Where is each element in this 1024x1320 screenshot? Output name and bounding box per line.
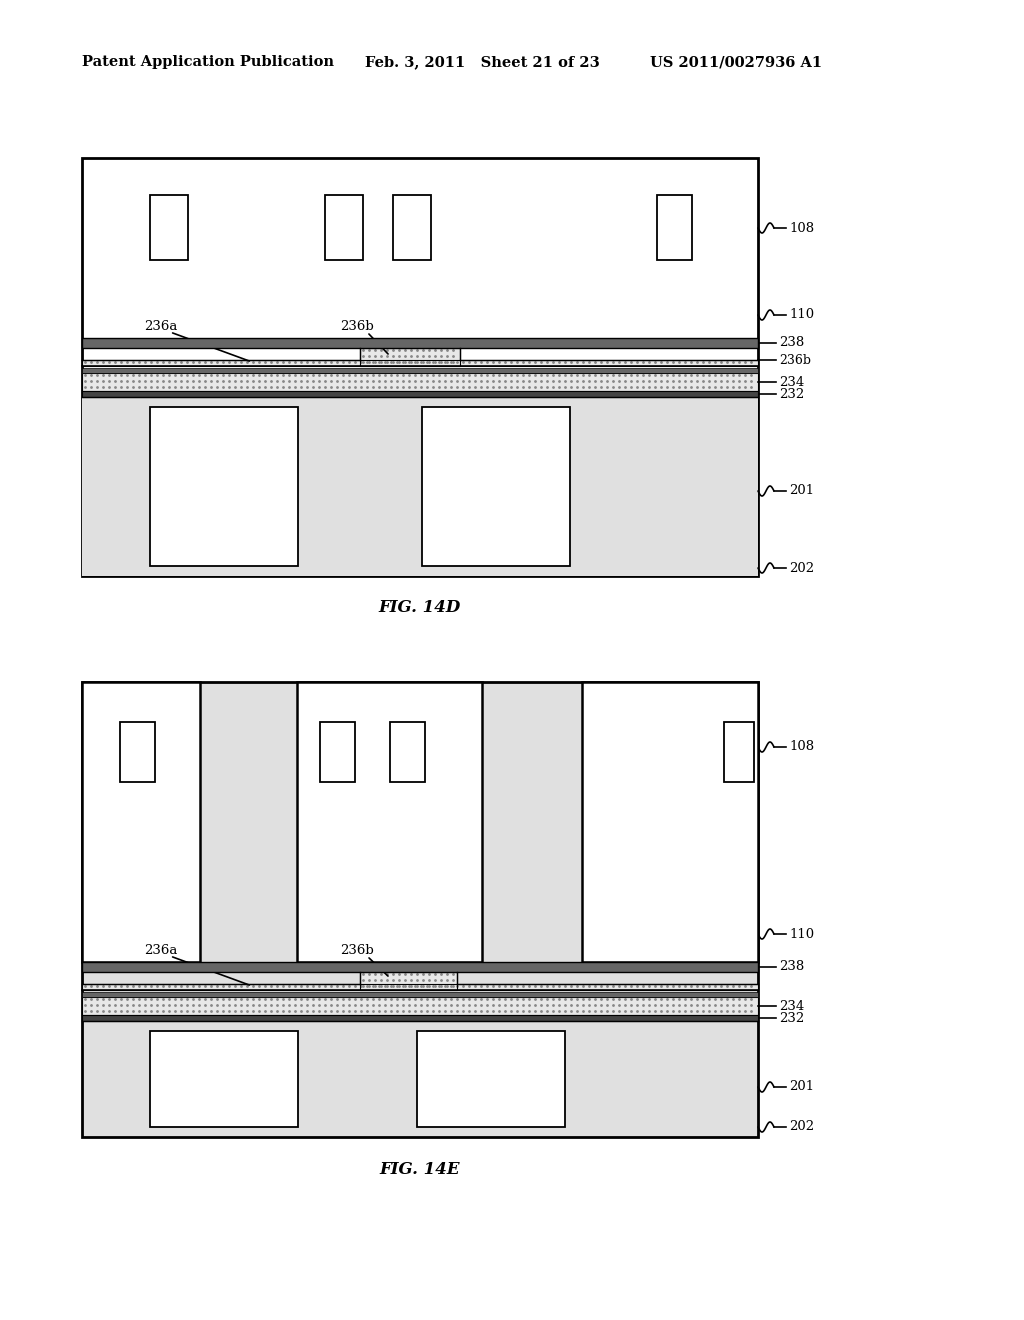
Bar — [82, 983, 758, 990]
Text: 201: 201 — [790, 1081, 814, 1093]
Bar — [82, 158, 758, 576]
Bar — [582, 682, 758, 962]
Text: 108: 108 — [790, 222, 814, 235]
Text: US 2011/0027936 A1: US 2011/0027936 A1 — [650, 55, 822, 69]
Text: 238: 238 — [779, 961, 804, 974]
Text: 236b: 236b — [340, 319, 374, 333]
Text: 232: 232 — [779, 388, 804, 400]
Text: 238: 238 — [779, 337, 804, 350]
Text: 234: 234 — [779, 999, 804, 1012]
Bar — [360, 348, 460, 366]
Bar — [82, 682, 200, 962]
Text: 236b: 236b — [340, 944, 374, 957]
Bar — [319, 722, 355, 781]
Bar — [150, 195, 188, 260]
Text: 202: 202 — [790, 1121, 814, 1134]
Bar — [82, 374, 758, 391]
Bar — [297, 682, 482, 962]
Bar — [393, 195, 431, 260]
Bar — [417, 1031, 565, 1127]
Text: 236a: 236a — [144, 319, 177, 333]
Bar — [360, 348, 460, 366]
Bar — [724, 722, 754, 781]
Bar — [360, 972, 457, 990]
Bar — [150, 1031, 298, 1127]
Bar — [657, 195, 692, 260]
Bar — [360, 972, 457, 990]
Bar — [82, 682, 758, 1137]
Bar — [82, 997, 758, 1015]
Text: 236a: 236a — [144, 944, 177, 957]
Text: FIG. 14D: FIG. 14D — [379, 599, 461, 616]
Bar — [82, 983, 758, 990]
Bar — [82, 391, 758, 397]
Bar — [82, 360, 758, 366]
Text: 108: 108 — [790, 741, 814, 754]
Bar — [150, 407, 298, 566]
Text: FIG. 14E: FIG. 14E — [380, 1160, 460, 1177]
Text: 232: 232 — [779, 1011, 804, 1024]
Bar — [82, 360, 758, 366]
Text: 236b: 236b — [779, 354, 811, 367]
Text: 234: 234 — [779, 375, 804, 388]
Text: Patent Application Publication: Patent Application Publication — [82, 55, 334, 69]
Bar — [82, 997, 758, 1015]
Bar — [82, 374, 758, 391]
Bar — [120, 722, 155, 781]
Bar — [82, 397, 758, 576]
Bar — [82, 1015, 758, 1020]
Text: 110: 110 — [790, 309, 814, 322]
Text: 202: 202 — [790, 561, 814, 574]
Bar — [82, 962, 758, 972]
Bar — [325, 195, 362, 260]
Text: Feb. 3, 2011   Sheet 21 of 23: Feb. 3, 2011 Sheet 21 of 23 — [365, 55, 600, 69]
Bar — [390, 722, 425, 781]
Bar — [82, 338, 758, 348]
Bar — [82, 993, 758, 997]
Text: 201: 201 — [790, 484, 814, 498]
Bar — [82, 368, 758, 374]
Text: 110: 110 — [790, 928, 814, 940]
Bar — [422, 407, 570, 566]
